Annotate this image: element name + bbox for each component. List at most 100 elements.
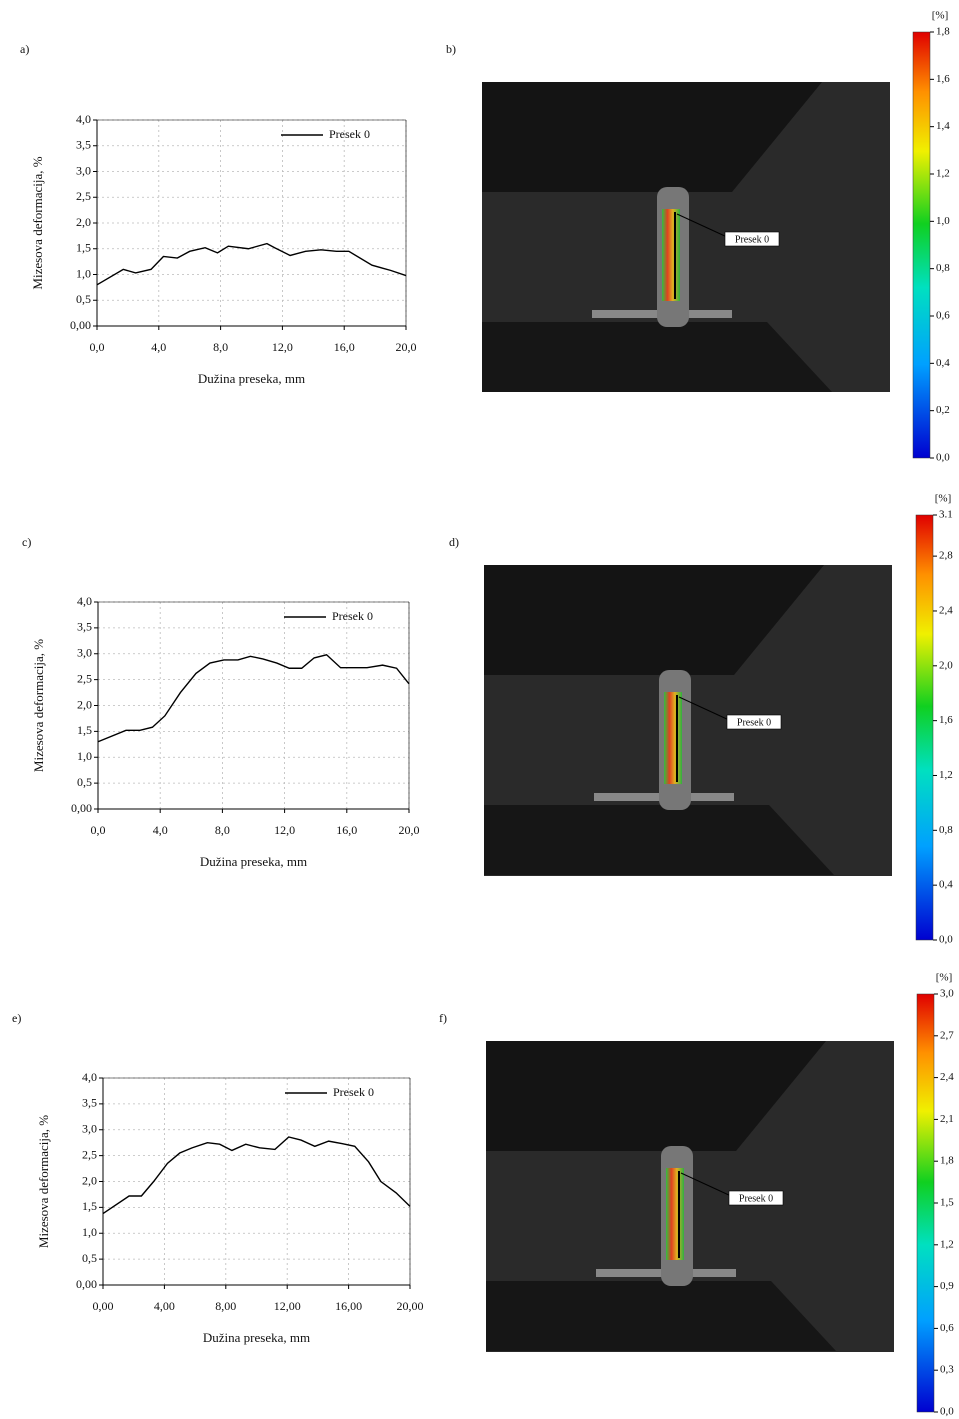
y-tick-label: 0,00 (70, 318, 91, 332)
y-axis-label: Mizesova deformacija, % (36, 1115, 51, 1248)
panel-label: f) (439, 1011, 447, 1025)
colorbar-tick-label: 0,9 (940, 1280, 954, 1292)
colorbar-unit: [%] (936, 972, 953, 984)
y-tick-label: 4,0 (77, 594, 92, 608)
x-tick-label: 0,0 (91, 823, 106, 837)
x-tick-label: 12,0 (272, 340, 293, 354)
upper-grip (486, 1041, 826, 1151)
colorbar-tick-label: 1,5 (940, 1197, 954, 1209)
x-tick-label: 0,00 (93, 1299, 114, 1313)
leader-line (680, 1172, 732, 1197)
lower-grip (482, 322, 832, 392)
y-tick-label: 0,00 (76, 1277, 97, 1291)
colorbar-tick-label: 0,8 (936, 262, 950, 274)
upper-grip (484, 565, 824, 675)
annotation-box (728, 1190, 784, 1206)
data-line (97, 654, 410, 743)
strain-field (664, 692, 682, 784)
annotation-box (726, 714, 782, 730)
colorbar-tick-label: 3,0 (940, 988, 954, 1000)
y-tick-label: 2,5 (77, 671, 92, 685)
colorbar-tick-label: 2,4 (940, 1071, 954, 1083)
legend-label: Presek 0 (333, 1085, 374, 1099)
y-tick-label: 0,5 (76, 292, 91, 306)
annotation: Presek 0 (737, 717, 771, 728)
y-tick-label: 2,5 (82, 1147, 97, 1161)
colorbar-tick-label: 0,0 (936, 452, 950, 464)
y-tick-label: 3,5 (76, 138, 91, 152)
y-axis-label: Mizesova deformacija, % (30, 156, 45, 289)
y-tick-label: 1,0 (82, 1225, 97, 1239)
y-tick-label: 2,5 (76, 189, 91, 203)
x-tick-label: 20,00 (397, 1299, 424, 1313)
leader-line (678, 696, 730, 721)
colorbar-tick-label: 0,4 (936, 357, 950, 369)
x-tick-label: 4,00 (154, 1299, 175, 1313)
colorbar-tick-label: 2,7 (940, 1029, 954, 1041)
panel-label: e) (12, 1011, 21, 1025)
annotation-box (724, 231, 780, 247)
panel-label: a) (20, 42, 29, 56)
lower-grip (486, 1281, 836, 1351)
colorbar-tick-label: 0,6 (936, 310, 950, 322)
colorbar-tick-label: 1,6 (939, 714, 953, 726)
colorbar-tick-label: 1,4 (936, 120, 950, 132)
y-tick-label: 2,0 (76, 215, 91, 229)
colorbar-tick-label: 1,8 (936, 26, 950, 38)
panel-label: d) (449, 535, 459, 549)
colorbar-tick-label: 1,8 (940, 1155, 954, 1167)
x-tick-label: 12,00 (274, 1299, 301, 1313)
y-tick-label: 0,5 (77, 775, 92, 789)
y-tick-label: 3,0 (77, 646, 92, 660)
x-tick-label: 0,0 (90, 340, 105, 354)
colorbar (916, 993, 935, 1413)
x-tick-label: 4,0 (153, 823, 168, 837)
y-tick-label: 2,0 (82, 1173, 97, 1187)
x-tick-label: 4,0 (151, 340, 166, 354)
colorbar-tick-label: 0,4 (939, 879, 953, 891)
data-line (102, 1136, 411, 1215)
y-tick-label: 1,0 (76, 266, 91, 280)
x-tick-label: 20,0 (396, 340, 417, 354)
y-axis-label: Mizesova deformacija, % (31, 639, 46, 772)
colorbar-tick-label: 0,0 (940, 1406, 954, 1418)
x-axis-label: Dužina preseka, mm (198, 371, 305, 386)
y-tick-label: 3,0 (82, 1122, 97, 1136)
y-tick-label: 4,0 (76, 112, 91, 126)
y-tick-label: 3,5 (82, 1096, 97, 1110)
colorbar-tick-label: 0,3 (940, 1364, 954, 1376)
colorbar-tick-label: 1,6 (936, 73, 950, 85)
x-tick-label: 20,0 (399, 823, 420, 837)
colorbar-tick-label: 0,2 (936, 404, 950, 416)
colorbar-tick-label: 1,2 (940, 1238, 954, 1250)
x-axis-label: Dužina preseka, mm (203, 1330, 310, 1345)
x-tick-label: 16,00 (335, 1299, 362, 1313)
colorbar-tick-label: 3.1 (939, 509, 953, 521)
legend-label: Presek 0 (332, 609, 373, 623)
colorbar-tick-label: 0,0 (939, 934, 953, 946)
data-line (96, 242, 407, 286)
upper-grip (482, 82, 822, 192)
x-axis-label: Dužina preseka, mm (200, 854, 307, 869)
x-tick-label: 16,0 (334, 340, 355, 354)
annotation: Presek 0 (739, 1193, 773, 1204)
colorbar-tick-label: 1,2 (939, 769, 953, 781)
x-tick-label: 16,0 (336, 823, 357, 837)
x-tick-label: 8,0 (213, 340, 228, 354)
legend-label: Presek 0 (329, 127, 370, 141)
strain-field (662, 209, 680, 301)
y-tick-label: 1,5 (77, 723, 92, 737)
colorbar-tick-label: 2,1 (940, 1113, 954, 1125)
colorbar-tick-label: 2,8 (939, 550, 953, 562)
colorbar-tick-label: 0,6 (940, 1322, 954, 1334)
y-tick-label: 3,5 (77, 620, 92, 634)
colorbar-tick-label: 2,0 (939, 659, 953, 671)
leader-line (676, 213, 728, 238)
colorbar-tick-label: 0,8 (939, 824, 953, 836)
y-tick-label: 4,0 (82, 1070, 97, 1084)
x-tick-label: 8,0 (215, 823, 230, 837)
strain-field (666, 1168, 684, 1260)
colorbar-tick-label: 1,2 (936, 168, 950, 180)
panel-label: c) (22, 535, 31, 549)
